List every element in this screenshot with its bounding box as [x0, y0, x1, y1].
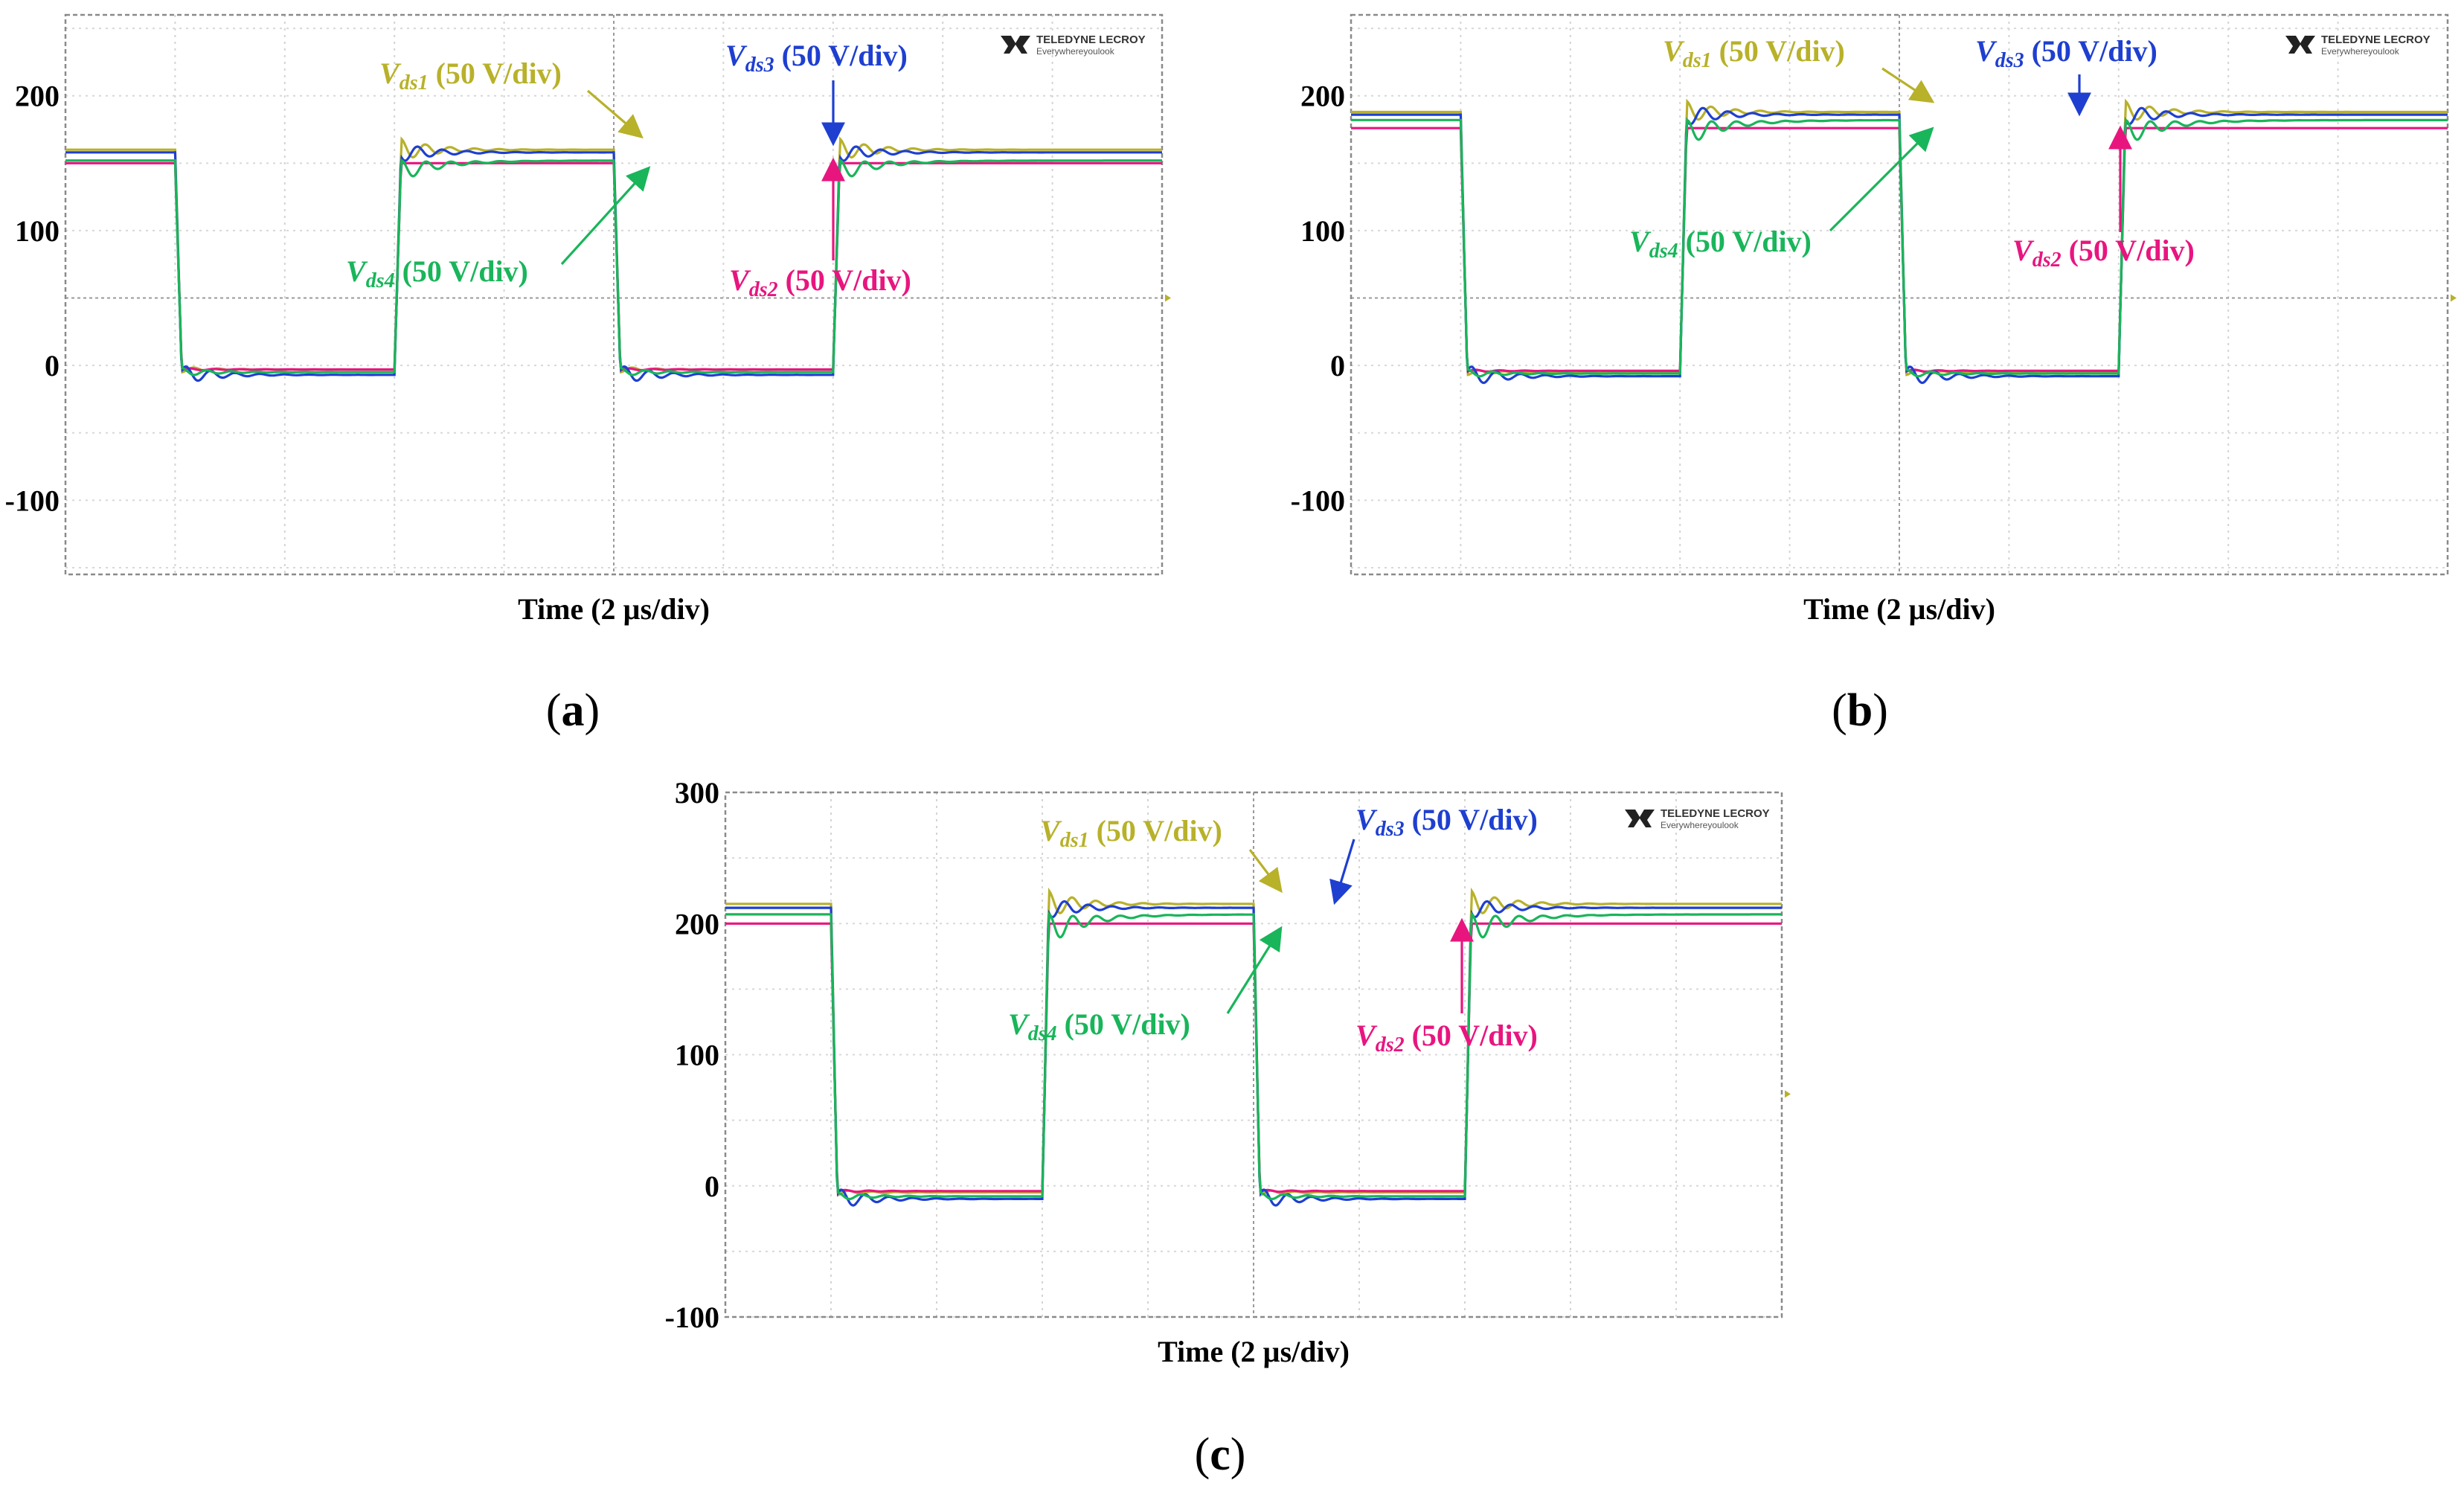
x-axis-label: Time (2 µs/div): [1803, 592, 1995, 626]
y-tick-label: 0: [705, 1170, 719, 1203]
annotation-vds3: Vds3 (50 V/div): [725, 39, 908, 147]
series-line-vds3: [1351, 106, 2448, 385]
annotation-vds1: Vds1 (50 V/div): [1040, 814, 1283, 894]
logo-text: TELEDYNE LECROY: [2321, 33, 2431, 46]
trigger-marker-icon: [2451, 294, 2457, 302]
annotation-vds3: Vds3 (50 V/div): [1975, 34, 2157, 117]
x-axis-label: Time (2 µs/div): [1158, 1335, 1350, 1368]
panel-label: (b): [1832, 685, 1888, 736]
grid: [65, 15, 1162, 574]
annotation-vds3: Vds3 (50 V/div): [1329, 803, 1538, 906]
annotation-label: Vds3 (50 V/div): [1975, 34, 2157, 72]
logo-text: TELEDYNE LECROY: [1661, 807, 1770, 820]
series-line-vds3: [65, 145, 1162, 382]
trigger-marker-icon: [1785, 1090, 1791, 1098]
annotation-label: Vds2 (50 V/div): [1355, 1019, 1538, 1057]
annotation-label: Vds2 (50 V/div): [729, 263, 911, 301]
annotation-arrow: [1329, 839, 1355, 906]
annotation-vds4: Vds4 (50 V/div): [1008, 926, 1283, 1045]
trigger-marker-icon: [1165, 294, 1171, 302]
logo-mark-icon: [2285, 36, 2315, 54]
annotation-label: Vds4 (50 V/div): [1629, 225, 1812, 263]
y-tick-label: 200: [675, 907, 719, 940]
annotation-label: Vds4 (50 V/div): [346, 254, 528, 292]
annotation-label: Vds2 (50 V/div): [2012, 234, 2195, 272]
plot-frame: [64, 13, 1164, 576]
panel-label: (c): [1195, 1429, 1246, 1480]
annotation-arrow: [1226, 926, 1283, 1014]
annotation-arrow: [1829, 126, 1934, 232]
logo-mark-icon: [1625, 810, 1655, 827]
annotation-vds2: Vds2 (50 V/div): [2012, 125, 2195, 272]
logo-tagline: Everywhereyoulook: [1036, 46, 1115, 57]
y-tick-label: -100: [1291, 484, 1345, 517]
logo-tagline: Everywhereyoulook: [2321, 46, 2400, 57]
grid: [1351, 15, 2448, 574]
annotation-arrow: [586, 89, 644, 139]
y-tick-label: 100: [1300, 214, 1345, 248]
annotation-arrow: [560, 166, 651, 266]
series-line-vds4: [725, 911, 1782, 1201]
series-line-vds4: [1351, 118, 2448, 378]
panel-label: (a): [546, 685, 600, 736]
annotation-vds1: Vds1 (50 V/div): [379, 57, 644, 139]
annotation-vds4: Vds4 (50 V/div): [346, 166, 651, 292]
annotation-label: Vds1 (50 V/div): [1663, 34, 1845, 72]
annotation-label: Vds4 (50 V/div): [1008, 1007, 1190, 1045]
annotation-label: Vds3 (50 V/div): [1355, 803, 1538, 841]
annotation-vds2: Vds2 (50 V/div): [729, 157, 911, 301]
annotation-arrow: [1248, 849, 1283, 894]
chart-panel-b: 200 100 0 -100 Time (2 µs/div) (b) TELEDYNE LE…: [1291, 13, 2457, 736]
annotation-label: Vds1 (50 V/div): [1040, 814, 1222, 852]
chart-panel-c: 300 200 100 0 -100 Time (2 µs/div) (c) TELEDYNE…: [665, 776, 1791, 1480]
annotation-label: Vds1 (50 V/div): [379, 57, 562, 94]
logo-mark-icon: [1001, 36, 1030, 54]
y-tick-label: 100: [15, 214, 60, 248]
logo-tagline: Everywhereyoulook: [1661, 820, 1739, 830]
y-tick-label: 100: [675, 1039, 719, 1072]
series-line-vds3: [725, 900, 1782, 1207]
y-tick-label: 300: [675, 776, 719, 810]
x-axis-label: Time (2 µs/div): [518, 592, 710, 626]
annotation-label: Vds3 (50 V/div): [725, 39, 908, 77]
y-tick-label: 0: [1330, 349, 1345, 382]
annotation-vds1: Vds1 (50 V/div): [1663, 34, 1935, 103]
series-line-vds4: [65, 158, 1162, 376]
plot-frame: [1350, 13, 2449, 576]
y-tick-label: 200: [15, 80, 60, 113]
y-tick-label: -100: [5, 484, 60, 517]
chart-panel-a: 200 100 0 -100 Time (2 µs/div) (a) TELEDYNE LE…: [5, 13, 1171, 736]
y-tick-label: 0: [45, 349, 60, 382]
annotation-vds4: Vds4 (50 V/div): [1629, 126, 1934, 263]
annotation-arrow: [1881, 67, 1935, 103]
logo-text: TELEDYNE LECROY: [1036, 33, 1146, 46]
grid: [725, 792, 1782, 1318]
plot-frame: [724, 791, 1783, 1318]
y-tick-label: -100: [665, 1301, 719, 1334]
y-tick-label: 200: [1300, 80, 1345, 113]
annotation-vds2: Vds2 (50 V/div): [1355, 917, 1538, 1057]
